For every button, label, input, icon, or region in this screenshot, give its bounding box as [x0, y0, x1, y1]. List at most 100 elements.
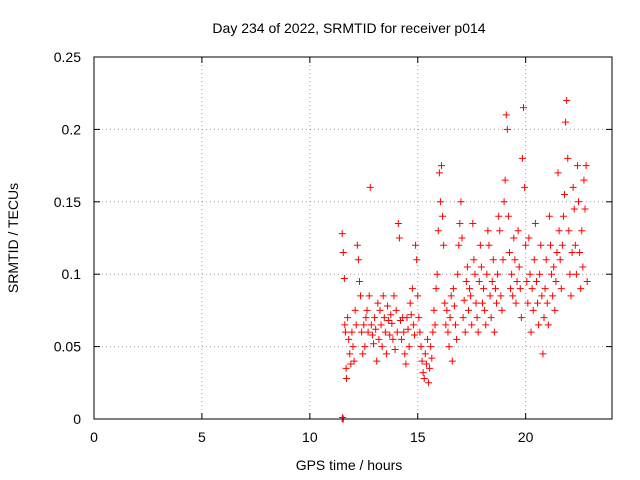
data-point: [338, 230, 346, 238]
data-point: [349, 343, 357, 351]
data-point: [370, 340, 378, 348]
data-point: [580, 176, 588, 184]
data-point: [421, 350, 429, 358]
data-point: [405, 343, 413, 351]
data-point: [572, 270, 580, 278]
data-point: [353, 241, 361, 249]
data-point: [445, 343, 453, 351]
data-point: [488, 277, 496, 285]
data-point: [501, 176, 509, 184]
data-point: [352, 321, 360, 329]
data-point: [477, 263, 485, 271]
data-point: [420, 374, 428, 382]
data-point: [404, 325, 412, 333]
data-point: [546, 241, 554, 249]
data-point: [437, 162, 445, 170]
data-point: [380, 314, 388, 322]
data-point: [346, 350, 354, 358]
data-point: [348, 328, 356, 336]
data-point: [378, 343, 386, 351]
axis-ticks: 0 5 10 15 20 0 0.05 0.1 0.15 0.2 0.25: [54, 49, 612, 445]
data-point: [407, 311, 415, 319]
data-point: [413, 256, 421, 264]
data-point: [479, 299, 486, 307]
data-point: [427, 343, 435, 351]
data-point: [469, 220, 477, 228]
data-point: [571, 241, 579, 249]
data-point: [392, 306, 400, 314]
data-point: [577, 285, 585, 293]
data-point: [564, 154, 572, 162]
data-point: [553, 248, 561, 256]
data-point: [495, 212, 503, 220]
data-point: [440, 241, 448, 249]
data-point: [442, 321, 450, 329]
data-point: [414, 292, 422, 300]
data-point: [532, 277, 540, 285]
data-point: [551, 306, 559, 314]
data-point: [562, 118, 570, 126]
data-point: [457, 198, 465, 206]
data-point: [419, 369, 427, 377]
data-point: [568, 248, 576, 256]
data-point: [459, 314, 467, 322]
data-point: [484, 227, 492, 235]
data-point: [476, 241, 484, 249]
data-point: [416, 328, 424, 336]
data-point: [467, 292, 475, 300]
y-axis-label: SRMTID / TECUs: [5, 183, 21, 293]
data-point: [512, 299, 520, 307]
data-point: [415, 314, 423, 322]
y-tick-label: 0: [73, 411, 81, 427]
data-point: [423, 335, 431, 343]
x-axis-label: GPS time / hours: [296, 457, 403, 473]
data-point: [377, 321, 385, 329]
data-point: [376, 306, 384, 314]
data-point: [552, 277, 560, 285]
data-point: [579, 263, 587, 271]
data-point: [540, 314, 548, 322]
data-point: [382, 350, 390, 358]
data-point: [516, 285, 524, 293]
data-point: [542, 256, 550, 264]
data-point: [449, 285, 457, 293]
data-point: [489, 256, 497, 264]
data-point: [483, 270, 491, 278]
data-point: [566, 270, 574, 278]
x-tick-label: 15: [410, 429, 426, 445]
grid-lines: [94, 57, 612, 419]
data-point: [401, 350, 409, 358]
data-point: [557, 285, 565, 293]
data-point: [517, 314, 525, 322]
data-point: [513, 277, 521, 285]
data-point: [418, 357, 426, 365]
data-point: [499, 256, 507, 264]
data-point: [428, 354, 436, 362]
data-point: [480, 285, 488, 293]
data-point: [360, 321, 368, 329]
data-point: [368, 331, 376, 339]
data-point: [433, 270, 441, 278]
data-point: [394, 220, 402, 228]
data-point: [434, 227, 442, 235]
chart-title: Day 234 of 2022, SRMTID for receiver p01…: [212, 20, 485, 36]
data-point: [491, 285, 499, 293]
data-point: [390, 292, 398, 300]
data-point: [531, 220, 539, 228]
data-point: [411, 331, 419, 339]
y-tick-label: 0.1: [62, 266, 82, 282]
y-tick-label: 0.2: [62, 121, 82, 137]
data-point: [373, 357, 381, 365]
data-point: [472, 299, 480, 307]
data-point: [493, 299, 501, 307]
data-point: [341, 328, 349, 336]
data-point: [510, 234, 518, 242]
data-point: [456, 220, 464, 228]
y-tick-label: 0.05: [54, 339, 81, 355]
data-point: [375, 335, 383, 343]
data-point: [422, 360, 430, 368]
data-point: [530, 256, 538, 264]
data-point: [573, 162, 581, 170]
data-point: [426, 364, 434, 372]
